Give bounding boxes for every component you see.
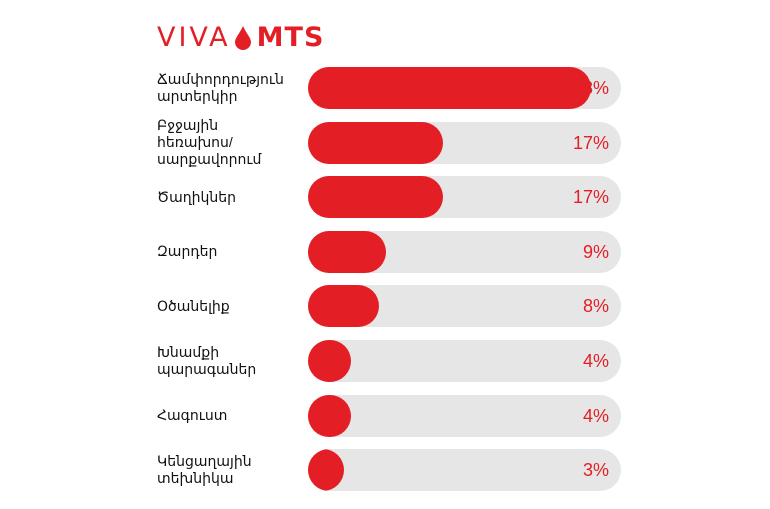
category-label: Բջջային հեռախոս/սարքավորում [157, 117, 297, 167]
brand-logo: VIVA MTS [157, 24, 324, 52]
bar-track: 3% [308, 449, 621, 492]
bar [308, 67, 591, 109]
category-label: Ճամփորդություն արտերկիր [157, 67, 297, 109]
brand-name-mts: MTS [256, 22, 325, 53]
bar-row: Զարդեր 9% [0, 230, 770, 273]
bar-track: 17% [308, 121, 621, 164]
value-label: 4% [582, 405, 609, 426]
value-label: 17% [572, 132, 609, 153]
category-label: Օծանելիք [157, 285, 297, 327]
category-label: Կենցաղային տեխնիկա [157, 449, 297, 491]
bar-track: 4% [308, 340, 621, 382]
bar-row: Ճամփորդություն արտերկիր 38% [0, 67, 770, 109]
category-label-line: տեխնիկա [157, 470, 234, 487]
bar [308, 121, 443, 164]
category-label: Ծաղիկներ [157, 176, 297, 218]
value-label: 3% [582, 460, 609, 481]
category-label: Հագուստ [157, 395, 297, 437]
bar [308, 340, 352, 382]
drop-icon [234, 26, 251, 50]
bar-row: Ծաղիկներ 17% [0, 176, 770, 219]
bar [308, 449, 345, 492]
bar [308, 230, 387, 273]
value-label: 8% [582, 296, 609, 317]
category-label-line: Խնամքի [157, 344, 220, 360]
category-label-line: Օծանելիք [157, 297, 230, 314]
bar [308, 394, 352, 437]
bar-track: 9% [308, 230, 621, 273]
category-label-line: Կենցաղային [157, 453, 252, 470]
bar-row: Կենցաղային տեխնիկա 3% [0, 449, 770, 492]
category-label-line: Ճամփորդություն [157, 71, 284, 87]
bar-row: Խնամքի պարագաներ 4% [0, 340, 770, 382]
category-label: Զարդեր [157, 231, 297, 273]
value-label: 38% [572, 78, 609, 98]
category-label-line: Հագուստ [157, 407, 228, 424]
bar [308, 285, 380, 328]
bar-row: Օծանելիք 8% [0, 285, 770, 328]
category-label-line: արտերկիր [157, 88, 238, 104]
bar-track: 8% [308, 285, 621, 328]
bar-row: Բջջային հեռախոս/սարքավորում 17% [0, 117, 770, 167]
category-label-line: սարքավորում [157, 151, 262, 168]
category-label-line: պարագաներ [157, 361, 257, 377]
bar [308, 176, 443, 219]
bar-row: Հագուստ 4% [0, 394, 770, 437]
brand-name-viva: VIVA [157, 22, 231, 53]
value-label: 4% [582, 351, 609, 371]
bar-track: 17% [308, 176, 621, 219]
category-label-line: Բջջային հեռախոս/ [157, 117, 233, 151]
category-label-line: Ծաղիկներ [157, 188, 236, 205]
value-label: 17% [572, 187, 609, 208]
bar-track: 38% [308, 67, 621, 109]
category-label: Խնամքի պարագաներ [157, 340, 297, 382]
category-label-line: Զարդեր [157, 243, 218, 260]
bar-track: 4% [308, 394, 621, 437]
value-label: 9% [582, 241, 609, 262]
